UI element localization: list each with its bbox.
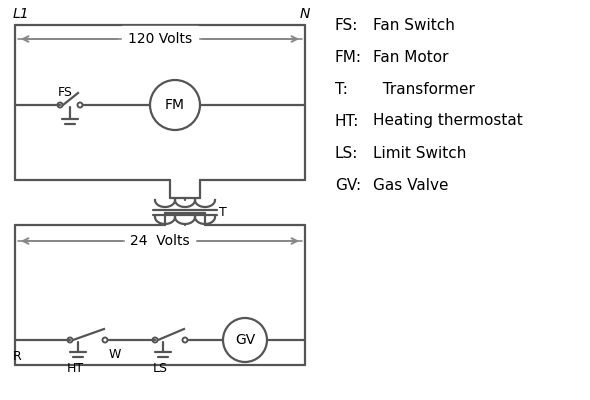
Text: GV:: GV: bbox=[335, 178, 361, 192]
Text: HT: HT bbox=[67, 362, 84, 375]
Text: Heating thermostat: Heating thermostat bbox=[373, 114, 523, 128]
Text: R: R bbox=[12, 350, 21, 363]
Text: FS:: FS: bbox=[335, 18, 358, 32]
Text: 24  Volts: 24 Volts bbox=[130, 234, 190, 248]
Text: T: T bbox=[219, 206, 227, 218]
Text: GV: GV bbox=[235, 333, 255, 347]
Text: HT:: HT: bbox=[335, 114, 359, 128]
Text: W: W bbox=[109, 348, 122, 361]
Text: LS: LS bbox=[152, 362, 168, 375]
Text: Gas Valve: Gas Valve bbox=[373, 178, 448, 192]
Text: T:: T: bbox=[335, 82, 348, 96]
Text: Limit Switch: Limit Switch bbox=[373, 146, 466, 160]
Text: N: N bbox=[300, 7, 310, 21]
Text: FS: FS bbox=[58, 86, 73, 99]
Text: FM:: FM: bbox=[335, 50, 362, 64]
Text: LS:: LS: bbox=[335, 146, 358, 160]
Text: Fan Motor: Fan Motor bbox=[373, 50, 448, 64]
Text: Transformer: Transformer bbox=[373, 82, 475, 96]
Text: L1: L1 bbox=[13, 7, 30, 21]
Text: 120 Volts: 120 Volts bbox=[128, 32, 192, 46]
Text: FM: FM bbox=[165, 98, 185, 112]
Text: Fan Switch: Fan Switch bbox=[373, 18, 455, 32]
